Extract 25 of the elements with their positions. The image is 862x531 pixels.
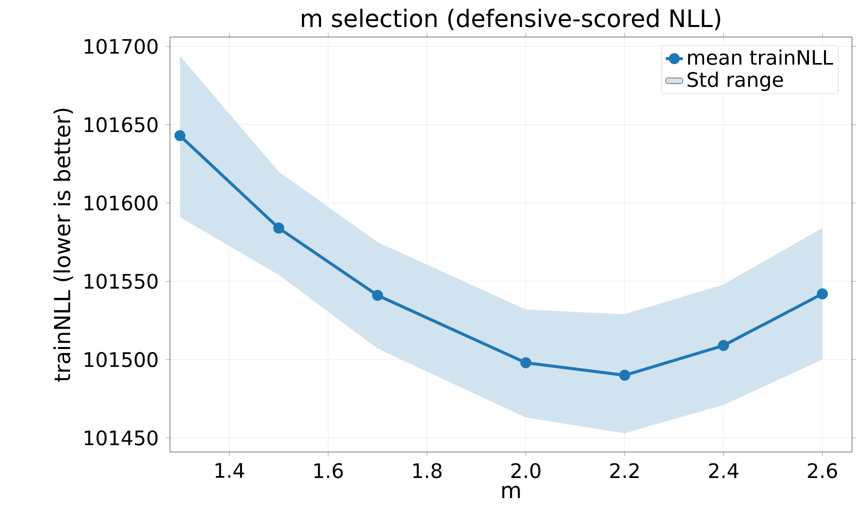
y-tick-label: 101650 (84, 117, 158, 132)
legend-label: mean trainNLL (688, 49, 834, 65)
x-tick-label: 1.6 (314, 463, 343, 478)
x-tick-label: 2.0 (511, 463, 540, 478)
point (816, 288, 828, 300)
x-tick-label: 1.8 (413, 463, 442, 478)
y-axis-title: trainNLL (lower is better) (53, 108, 74, 382)
chart-title: m selection (defensive-scored NLL) (302, 8, 720, 30)
point (372, 290, 384, 301)
y-tick-label: 101600 (84, 195, 158, 211)
y-tick-label: 101450 (84, 430, 158, 446)
x-tick-label: 2.2 (610, 463, 639, 478)
point (718, 340, 730, 352)
point (273, 222, 284, 234)
point (619, 370, 630, 381)
x-tick-label: 2.6 (808, 463, 837, 478)
x-tick-label: 1.4 (216, 463, 244, 478)
y-tick-label: 101550 (84, 274, 158, 289)
legend-label: Std range (688, 72, 783, 92)
x-axis-title: m (502, 486, 520, 498)
y-tick-label: 101700 (84, 38, 158, 54)
point (174, 130, 186, 142)
y-tick-label: 101500 (84, 352, 158, 368)
point (520, 357, 532, 368)
x-tick-label: 2.4 (709, 463, 738, 478)
